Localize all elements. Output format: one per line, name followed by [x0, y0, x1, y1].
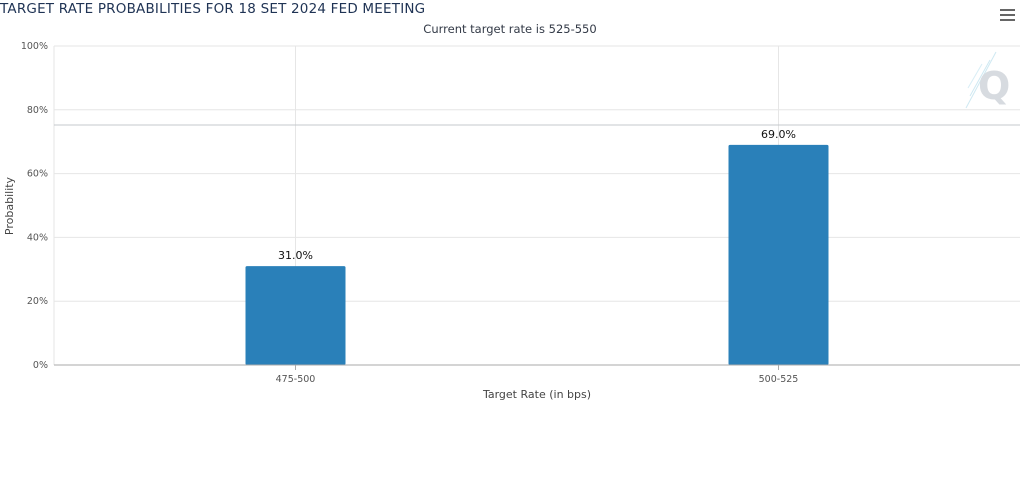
- y-tick-label: 60%: [27, 169, 48, 180]
- hamburger-menu-icon[interactable]: [1000, 9, 1015, 22]
- x-axis-ticks: 475-500 500-525: [276, 365, 799, 385]
- y-tick-label: 80%: [27, 105, 48, 116]
- y-tick-label: 100%: [21, 41, 48, 52]
- x-axis-label: Target Rate (in bps): [482, 388, 591, 401]
- data-label: 69.0%: [761, 128, 796, 141]
- data-labels: 31.0% 69.0%: [278, 128, 796, 262]
- grid-lines: [53, 45, 1020, 365]
- bar-500-525[interactable]: [728, 144, 829, 365]
- y-tick-label: 20%: [27, 296, 48, 307]
- chart-title: TARGET RATE PROBABILITIES FOR 18 SET 202…: [0, 1, 426, 17]
- bar-475-500[interactable]: [245, 266, 346, 365]
- y-axis-label: Probability: [3, 176, 16, 235]
- x-tick-label: 475-500: [276, 374, 316, 385]
- y-tick-label: 0%: [33, 360, 48, 371]
- data-label: 31.0%: [278, 249, 313, 262]
- svg-text:Q: Q: [978, 64, 1010, 108]
- q-logo-watermark: Q: [965, 51, 1010, 109]
- bars: [245, 144, 829, 365]
- y-axis-ticks: 0% 20% 40% 60% 80% 100%: [21, 41, 48, 371]
- x-tick-label: 500-525: [759, 374, 799, 385]
- chart-subtitle: Current target rate is 525-550: [423, 22, 597, 36]
- y-tick-label: 40%: [27, 232, 48, 243]
